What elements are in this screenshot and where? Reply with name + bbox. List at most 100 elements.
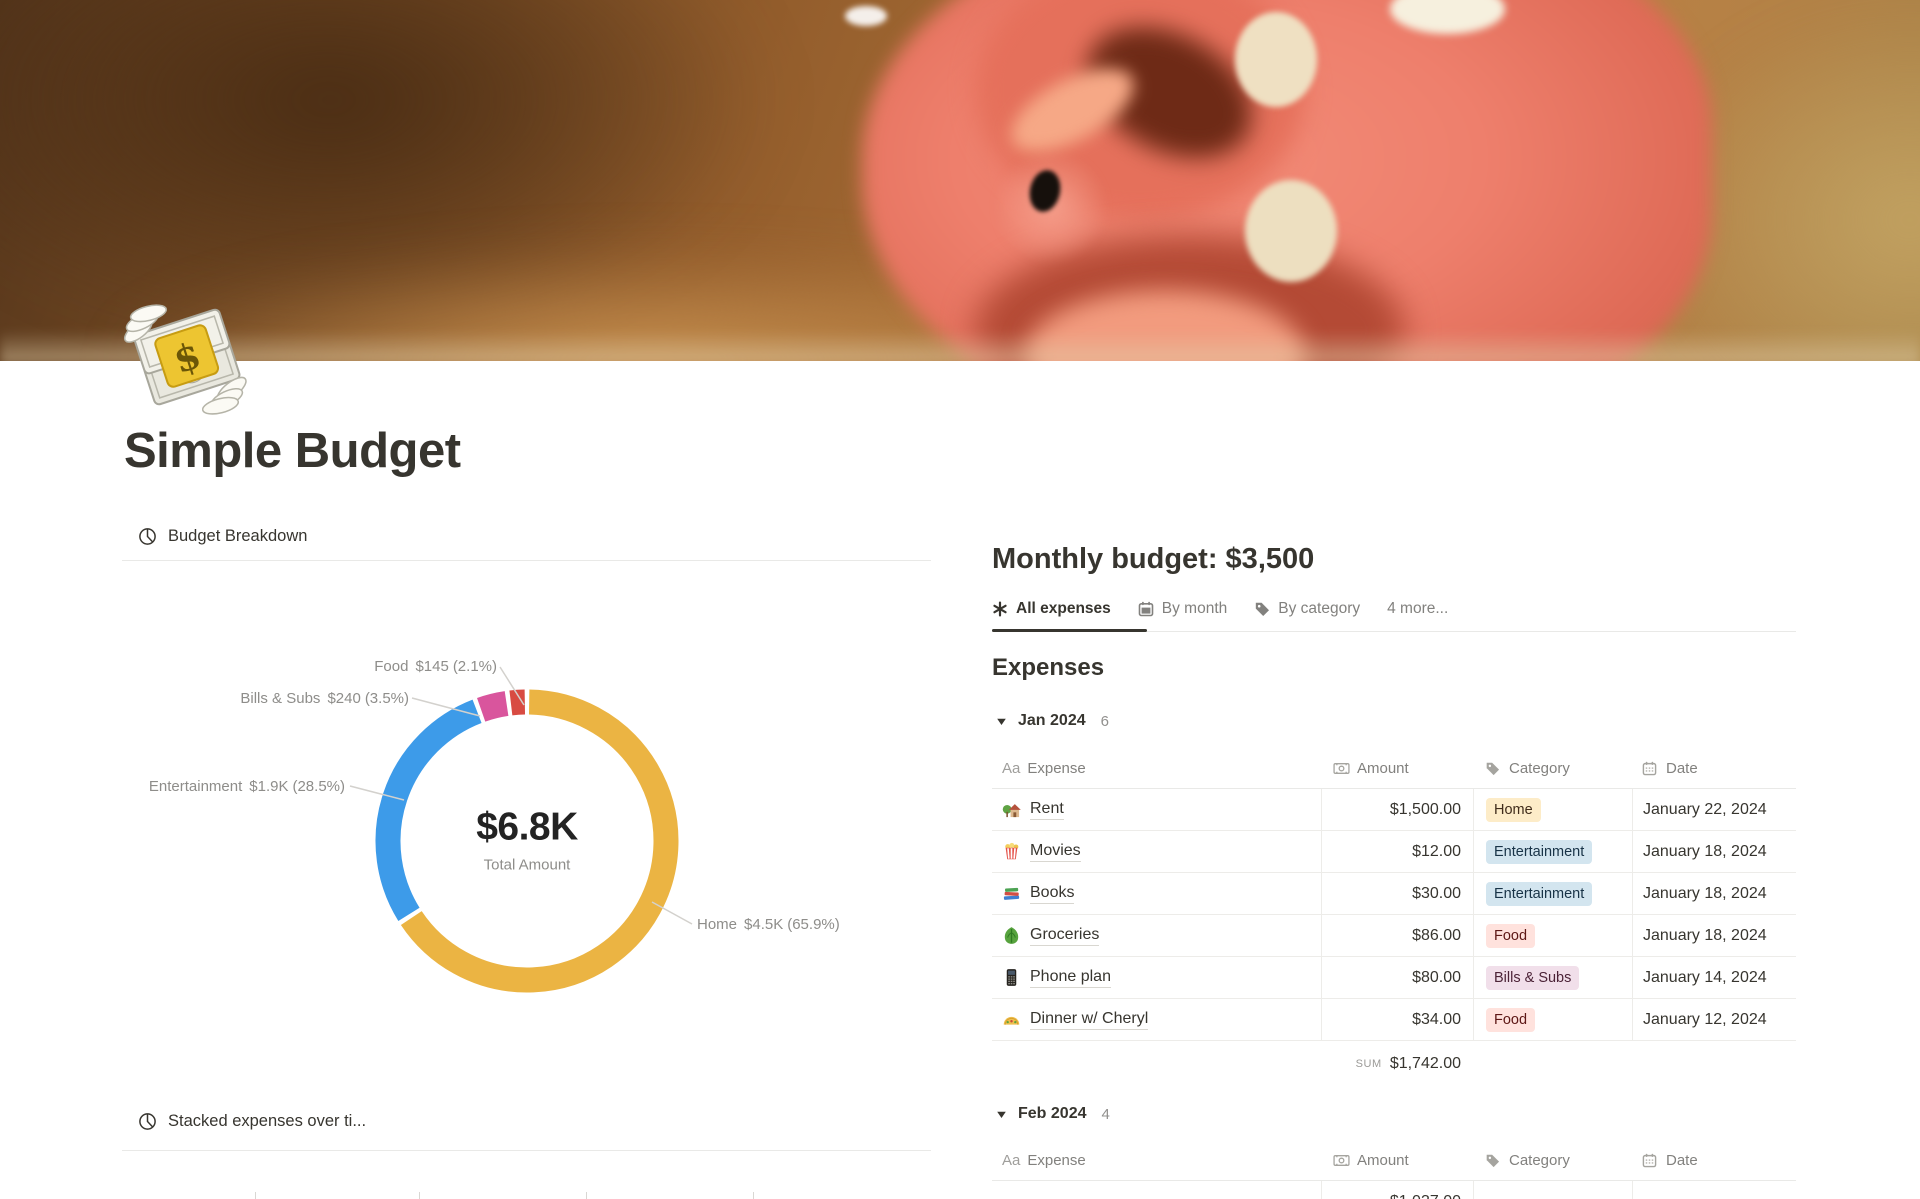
amount-cell[interactable]: $80.00 xyxy=(1321,957,1473,998)
taco-icon xyxy=(1002,1010,1021,1029)
text-type-icon: Aa xyxy=(1002,1152,1021,1169)
date-cell[interactable]: January 22, 2024 xyxy=(1632,789,1796,830)
leader-line-home xyxy=(651,901,693,925)
expense-name[interactable]: Phone plan xyxy=(1030,968,1111,988)
cover-floor-reflection xyxy=(0,330,1920,361)
column-header-amount[interactable]: Amount xyxy=(1321,1141,1473,1180)
tab-all-expenses[interactable]: All expenses xyxy=(992,600,1111,618)
sum-row[interactable]: SUM $1,742.00 xyxy=(992,1041,1473,1087)
category-cell[interactable]: Home xyxy=(1473,789,1632,830)
group-count: 4 xyxy=(1101,1105,1110,1123)
column-header-date[interactable]: Date xyxy=(1632,1141,1796,1180)
expense-cell[interactable]: Dinner w/ Cheryl xyxy=(992,999,1321,1040)
expenses-table-jan: Aa Expense Amount Category Date Rent $1,… xyxy=(992,749,1796,1087)
category-cell[interactable]: Entertainment xyxy=(1473,831,1632,872)
date-cell[interactable]: January 18, 2024 xyxy=(1632,873,1796,914)
column-header-category[interactable]: Category xyxy=(1473,749,1632,788)
section-divider xyxy=(122,1150,931,1151)
money-with-wings-icon[interactable]: $ xyxy=(120,298,254,416)
amount-cell[interactable]: $1,500.00 xyxy=(1321,789,1473,830)
chart-view-header[interactable]: Budget Breakdown xyxy=(138,527,307,546)
amount-cell[interactable]: $34.00 xyxy=(1321,999,1473,1040)
category-cell[interactable] xyxy=(1473,1181,1632,1199)
calendar-icon xyxy=(1642,761,1659,776)
table-row: Dinner w/ Cheryl $34.00 Food January 12,… xyxy=(992,999,1796,1041)
donut-chart xyxy=(349,666,693,993)
category-cell[interactable]: Entertainment xyxy=(1473,873,1632,914)
column-header-category[interactable]: Category xyxy=(1473,1141,1632,1180)
date-cell[interactable] xyxy=(1632,1181,1796,1199)
category-badge: Bills & Subs xyxy=(1486,965,1580,990)
expense-cell[interactable]: Rent xyxy=(992,789,1321,830)
expense-name[interactable]: Books xyxy=(1030,884,1075,904)
donut-center: $6.8K Total Amount xyxy=(476,806,578,874)
pie-chart-icon xyxy=(138,527,157,546)
date-cell[interactable]: January 18, 2024 xyxy=(1632,831,1796,872)
column-header-expense[interactable]: Aa Expense xyxy=(1002,760,1086,777)
section-divider xyxy=(122,560,931,561)
donut-segment-home[interactable] xyxy=(400,689,679,993)
category-badge: Food xyxy=(1486,1007,1536,1032)
amount-cell[interactable]: $1,037.00 xyxy=(1321,1181,1473,1199)
amount-cell[interactable]: $30.00 xyxy=(1321,873,1473,914)
expense-name[interactable]: Dinner w/ Cheryl xyxy=(1030,1010,1149,1030)
calendar-icon xyxy=(1138,601,1154,617)
expenses-section-title[interactable]: Expenses xyxy=(992,654,1105,681)
expense-name[interactable]: Movies xyxy=(1030,842,1081,862)
group-name[interactable]: Feb 2024 xyxy=(1018,1105,1087,1122)
tab-more-views[interactable]: 4 more... xyxy=(1387,600,1449,617)
column-header-expense[interactable]: Aa Expense xyxy=(1002,1152,1086,1169)
active-tab-underline xyxy=(992,629,1147,632)
category-cell[interactable]: Food xyxy=(1473,915,1632,956)
expense-cell[interactable]: Phone plan xyxy=(992,957,1321,998)
group-name[interactable]: Jan 2024 xyxy=(1018,712,1086,729)
tab-by-month[interactable]: By month xyxy=(1138,600,1227,618)
date-cell[interactable]: January 18, 2024 xyxy=(1632,915,1796,956)
tag-icon xyxy=(1485,761,1502,776)
category-cell[interactable]: Food xyxy=(1473,999,1632,1040)
date-cell[interactable]: January 12, 2024 xyxy=(1632,999,1796,1040)
pie-chart-icon xyxy=(138,1112,157,1131)
leafy-green-icon xyxy=(1002,926,1021,945)
monthly-budget-heading[interactable]: Monthly budget: $3,500 xyxy=(992,543,1315,575)
expense-name[interactable]: Rent xyxy=(1030,800,1064,820)
category-cell[interactable]: Bills & Subs xyxy=(1473,957,1632,998)
date-cell[interactable]: January 14, 2024 xyxy=(1632,957,1796,998)
text-type-icon: Aa xyxy=(1002,760,1021,777)
expense-cell[interactable]: Books xyxy=(992,873,1321,914)
expense-cell[interactable]: Groceries xyxy=(992,915,1321,956)
group-count: 6 xyxy=(1100,712,1109,730)
page-title[interactable]: Simple Budget xyxy=(124,424,461,478)
amount-cell[interactable]: $12.00 xyxy=(1321,831,1473,872)
group-header-feb: Feb 2024 4 xyxy=(996,1105,1110,1123)
cover-image xyxy=(0,0,1920,361)
expense-cell[interactable] xyxy=(992,1181,1321,1199)
donut-segment-food[interactable] xyxy=(509,689,526,716)
toggle-triangle-icon[interactable] xyxy=(996,716,1007,727)
donut-label-bills: Bills & Subs $240 (3.5%) xyxy=(240,690,409,707)
sum-label: SUM xyxy=(1355,1058,1382,1070)
column-header-amount[interactable]: Amount xyxy=(1321,749,1473,788)
expense-name[interactable]: Groceries xyxy=(1030,926,1100,946)
donut-label-home: Home $4.5K (65.9%) xyxy=(697,916,840,933)
donut-segment-entertainment[interactable] xyxy=(375,699,482,921)
table-header-row: Aa Expense Amount Category Date xyxy=(992,1141,1796,1181)
expenses-table-feb: Aa Expense Amount Category Date $1,037.0… xyxy=(992,1141,1796,1199)
tab-by-category[interactable]: By category xyxy=(1254,600,1360,618)
stacked-chart-view-header[interactable]: Stacked expenses over ti... xyxy=(138,1112,366,1131)
sum-value: $1,742.00 xyxy=(1389,1055,1461,1072)
chart-gridline xyxy=(753,1192,754,1199)
category-badge: Home xyxy=(1486,797,1541,822)
chart-gridline xyxy=(586,1192,587,1199)
donut-total-label: Total Amount xyxy=(483,856,571,874)
column-header-date[interactable]: Date xyxy=(1632,749,1796,788)
category-badge: Entertainment xyxy=(1486,881,1593,906)
toggle-triangle-icon[interactable] xyxy=(996,1109,1007,1120)
chart-gridline xyxy=(419,1192,420,1199)
donut-segment-bills-subs[interactable] xyxy=(477,691,509,722)
expense-cell[interactable]: Movies xyxy=(992,831,1321,872)
chart-view-title: Budget Breakdown xyxy=(168,527,308,545)
donut-label-food: Food $145 (2.1%) xyxy=(374,658,497,675)
popcorn-icon xyxy=(1002,842,1021,861)
amount-cell[interactable]: $86.00 xyxy=(1321,915,1473,956)
